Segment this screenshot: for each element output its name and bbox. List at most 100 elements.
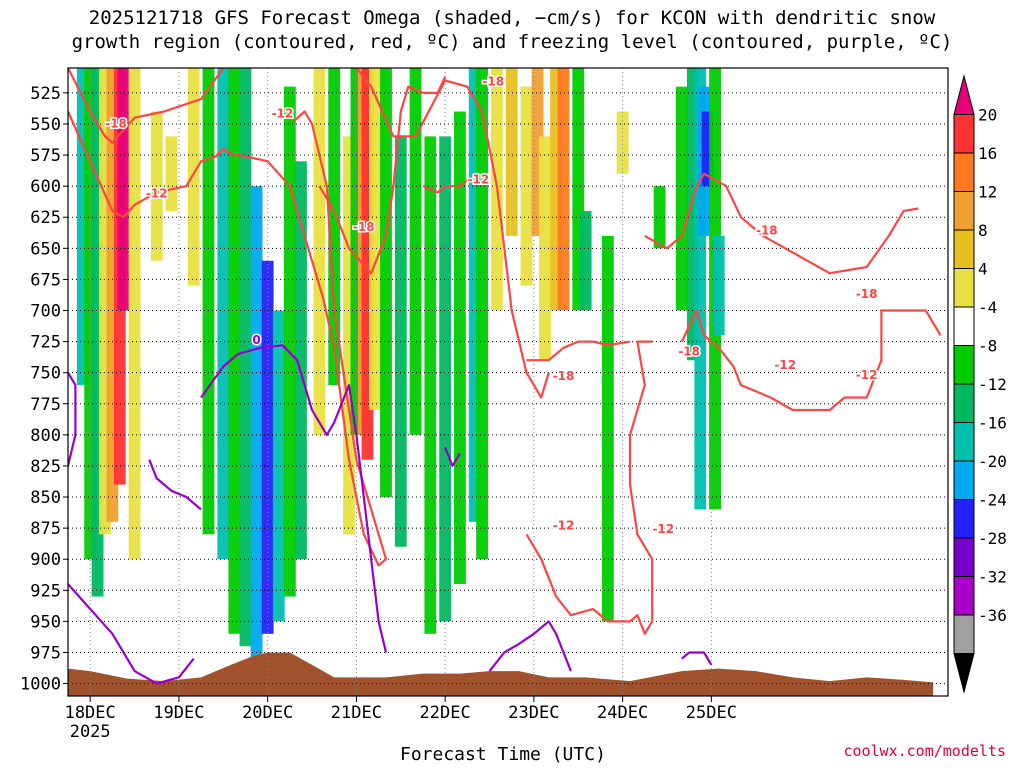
omega-column <box>675 86 688 311</box>
dgz-contour <box>68 110 388 567</box>
title-line-1: 2025121718 GFS Forecast Omega (shaded, −… <box>88 7 936 29</box>
omega-column <box>239 68 252 647</box>
colorbar-label: -24 <box>978 491 1007 510</box>
x-axis-title: Forecast Time (UTC) <box>400 744 606 765</box>
colorbar-swatch <box>953 614 975 654</box>
y-tick-label: 1000 <box>20 675 61 695</box>
x-tick-label: 23DEC <box>508 703 559 723</box>
colorbar-label: -20 <box>978 452 1007 471</box>
colorbar-swatch <box>953 383 975 423</box>
x-tick-label: 22DEC <box>420 703 471 723</box>
colorbar-swatch <box>953 306 975 346</box>
dgz-contour <box>525 340 654 635</box>
contour-label: -18 <box>553 369 575 383</box>
dgz-contour <box>318 76 447 275</box>
contour-label: -12 <box>468 173 490 187</box>
omega-column <box>712 235 725 336</box>
x-tick-year: 2025 <box>70 722 111 742</box>
omega-column <box>653 186 666 249</box>
omega-column <box>165 136 178 212</box>
omega-column <box>439 136 452 622</box>
omega-column <box>616 111 629 174</box>
contour-label: -18 <box>856 287 878 301</box>
omega-column <box>343 136 355 535</box>
colorbar-swatch <box>953 576 975 616</box>
chart-title: 2025121718 GFS Forecast Omega (shaded, −… <box>0 6 1024 54</box>
colorbar-label: -16 <box>978 414 1007 433</box>
y-tick-label: 950 <box>30 612 61 632</box>
omega-column <box>99 68 111 535</box>
omega-column <box>380 68 392 498</box>
colorbar-swatch <box>953 152 975 192</box>
dgz-contour <box>526 340 631 362</box>
colorbar-cap-top <box>953 74 975 115</box>
y-tick-label: 525 <box>30 84 61 104</box>
omega-column <box>76 68 89 386</box>
colorbar-swatch <box>953 345 975 385</box>
omega-column <box>350 68 363 435</box>
colorbar-swatch <box>953 422 975 462</box>
omega-column <box>701 111 714 187</box>
colorbar-label: -4 <box>978 298 997 317</box>
omega-column <box>572 68 585 311</box>
plot-frame <box>67 67 949 697</box>
omega-column <box>531 68 544 236</box>
colorbar-swatch <box>953 268 975 308</box>
omega-column <box>694 68 707 510</box>
dgz-contour <box>355 68 550 399</box>
omega-column <box>202 68 215 535</box>
colorbar-label: -32 <box>978 568 1007 587</box>
omega-column <box>476 68 489 560</box>
credit-link[interactable]: coolwx.com/modelts <box>843 742 1006 760</box>
omega-column <box>409 68 422 435</box>
omega-column <box>361 68 374 460</box>
omega-column <box>557 68 570 311</box>
title-line-2: growth region (contoured, red, ºC) and f… <box>71 31 953 53</box>
omega-column <box>468 68 481 522</box>
omega-column <box>424 136 437 634</box>
y-tick-label: 800 <box>30 426 61 446</box>
contour-label: -18 <box>353 220 375 234</box>
contour-label: 0 <box>252 333 260 347</box>
contour-label: -12 <box>774 358 796 372</box>
omega-column <box>328 68 341 386</box>
omega-column <box>368 68 381 410</box>
omega-column <box>686 68 699 361</box>
contour-label: -12 <box>652 522 674 536</box>
omega-column <box>295 161 307 560</box>
x-tick-label: 18DEC <box>65 703 116 723</box>
colorbar-label: -12 <box>978 375 1007 394</box>
terrain <box>68 652 934 696</box>
omega-column <box>520 86 533 286</box>
omega-column <box>217 68 230 560</box>
colorbar-cap-bottom <box>953 653 975 694</box>
y-tick-label: 625 <box>30 208 61 228</box>
omega-column <box>313 68 326 435</box>
colorbar-label: 4 <box>978 260 988 279</box>
omega-column <box>261 260 274 634</box>
y-tick-label: 550 <box>30 115 61 135</box>
y-tick-label: 675 <box>30 270 61 290</box>
plot-area: -18 -12 -12 -18 -18 -12 -18 -12 -18 -12 -18 -12 -18 -… <box>68 68 948 696</box>
x-tick-label: 21DEC <box>331 703 382 723</box>
colorbar-label: -36 <box>978 606 1007 625</box>
freezing-level-contour <box>68 372 77 467</box>
colorbar-swatch <box>953 460 975 500</box>
colorbar-label: -28 <box>978 529 1007 548</box>
y-tick-label: 725 <box>30 333 61 353</box>
omega-column <box>187 68 200 286</box>
y-tick-label: 900 <box>30 550 61 570</box>
contour-label: -18 <box>105 117 127 131</box>
omega-column <box>272 310 285 622</box>
contour-label: -12 <box>272 107 294 121</box>
omega-column <box>106 68 119 522</box>
y-tick-label: 775 <box>30 395 61 415</box>
y-tick-label: 750 <box>30 364 61 384</box>
omega-column <box>91 68 104 597</box>
omega-column <box>228 68 241 634</box>
colorbar-swatch <box>953 537 975 577</box>
x-tick-label: 24DEC <box>597 703 648 723</box>
dgz-contour <box>644 172 919 275</box>
omega-column <box>550 68 562 311</box>
omega-column <box>579 211 592 311</box>
